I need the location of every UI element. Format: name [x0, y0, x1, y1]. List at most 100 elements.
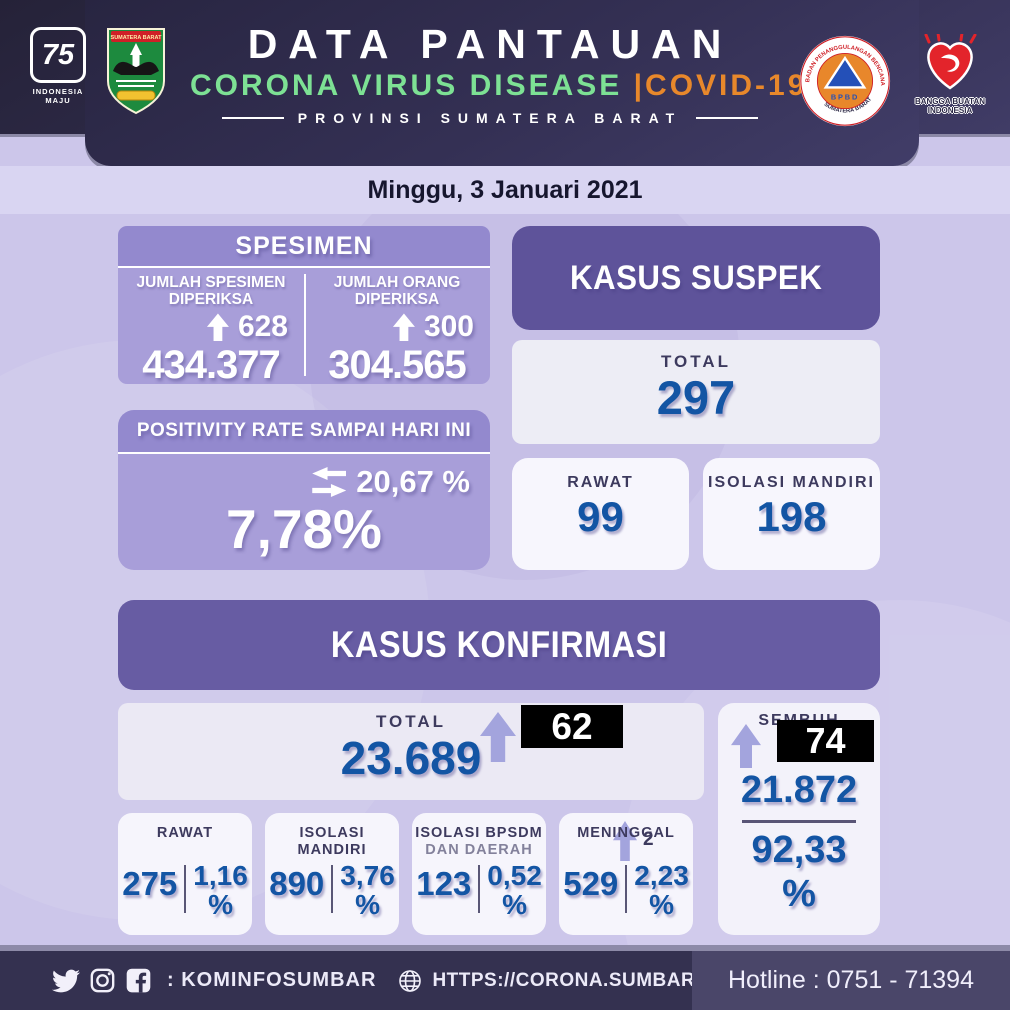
card-value: 123	[416, 865, 472, 902]
konfirmasi-delta-badge: 62	[521, 705, 623, 748]
sembuh-delta-badge: 74	[777, 720, 874, 762]
date-text: Minggu, 3 Januari 2021	[367, 175, 643, 204]
up-arrow-icon	[731, 724, 761, 768]
suspek-isolasi-value: 198	[756, 493, 827, 540]
kasus-suspek-header: KASUS SUSPEK	[512, 226, 880, 330]
card-value: 275	[122, 865, 178, 902]
card-percent-sign: %	[502, 889, 527, 921]
logo-75-caption-2: MAJU	[45, 96, 71, 105]
suspek-rawat-label: RAWAT	[567, 474, 634, 491]
bbi-line1: BANGGA BUATAN	[914, 97, 986, 106]
bpbd-acronym: BPBD	[831, 92, 859, 101]
konfirmasi-total-card: TOTAL 23.689 62	[118, 703, 704, 800]
positivity-title: POSITIVITY RATE SAMPAI HARI INI	[118, 410, 490, 454]
card-label: RAWAT	[156, 825, 214, 841]
spesimen-left-label-1: JUMLAH SPESIMEN	[136, 274, 286, 291]
card-label-2: DAN DAERAH	[425, 841, 533, 858]
twitter-icon[interactable]	[52, 967, 80, 995]
footer-shadow-line	[0, 945, 1010, 951]
suspek-total-label: TOTAL	[660, 352, 732, 371]
sembuh-card: SEMBUH 74 21.872 92,33 %	[718, 703, 880, 935]
date-banner: Minggu, 3 Januari 2021	[0, 166, 1010, 214]
kasus-konfirmasi-header: KASUS KONFIRMASI	[118, 600, 880, 690]
sumatera-barat-crest-icon: SUMATERA BARAT	[107, 28, 165, 115]
divider-line	[742, 820, 856, 823]
card-percent-sign: %	[355, 889, 380, 921]
konfirmasi-total-value: 23.689	[340, 732, 482, 784]
card-percent: 3,76	[340, 860, 395, 891]
positivity-delta: 20,67 %	[356, 464, 470, 499]
konfirmasi-rawat-card: RAWAT 275 1,16 %	[118, 813, 252, 935]
value-divider	[331, 865, 334, 913]
konfirmasi-meninggal-card: 2 MENINGGAL 529 2,23 %	[559, 813, 693, 935]
suspek-total-card: TOTAL 297	[512, 340, 880, 444]
card-label: MENINGGAL	[577, 825, 675, 841]
card-percent: 1,16	[193, 860, 248, 891]
page-title: DATA PANTAUAN	[247, 21, 733, 67]
sembuh-percent-sign: %	[782, 872, 816, 915]
meninggal-delta: 2	[643, 829, 654, 850]
spesimen-left-label-2: DIPERIKSA	[168, 290, 254, 308]
up-arrow-icon	[392, 313, 415, 342]
konfirmasi-isolasi-mandiri-card: ISOLASI MANDIRI 890 3,76 %	[265, 813, 399, 935]
kasus-konfirmasi-title: KASUS KONFIRMASI	[330, 624, 668, 665]
column-divider	[304, 274, 306, 376]
value-divider	[478, 865, 481, 913]
logo-75-number: 75	[41, 38, 75, 71]
decorative-line	[221, 117, 284, 119]
subtitle-disease: CORONA VIRUS DISEASE	[190, 69, 623, 102]
up-arrow-icon	[206, 313, 229, 342]
spesimen-right-total: 304.565	[328, 343, 467, 384]
card-label: ISOLASI BPSDM	[415, 825, 543, 841]
spesimen-right-delta: 300	[423, 310, 474, 344]
positivity-rate-card: POSITIVITY RATE SAMPAI HARI INI 20,67 % …	[118, 410, 490, 570]
kasus-suspek-title: KASUS SUSPEK	[569, 258, 823, 297]
instagram-icon[interactable]	[89, 967, 116, 994]
globe-icon	[399, 969, 422, 992]
hotline-panel: Hotline : 0751 - 71394	[692, 951, 1010, 1010]
province-label: PROVINSI SUMATERA BARAT	[297, 110, 683, 126]
card-percent-sign: %	[649, 889, 674, 921]
card-value: 529	[563, 865, 619, 902]
spesimen-title: SPESIMEN	[118, 226, 490, 268]
hotline-text: Hotline : 0751 - 71394	[727, 966, 974, 994]
konfirmasi-total-label: TOTAL	[375, 712, 447, 731]
suspek-isolasi-label: ISOLASI MANDIRI	[708, 474, 875, 491]
konfirmasi-isolasi-bpsdm-card: ISOLASI BPSDM DAN DAERAH 123 0,52 %	[412, 813, 546, 935]
card-percent: 0,52	[487, 860, 542, 891]
card-percent-sign: %	[208, 889, 233, 921]
suspek-rawat-value: 99	[577, 493, 624, 540]
spesimen-right-label-1: JUMLAH ORANG	[333, 274, 461, 291]
header-panel	[85, 0, 919, 166]
spesimen-card: SPESIMEN JUMLAH SPESIMEN DIPERIKSA 628 4…	[118, 226, 490, 384]
facebook-icon[interactable]	[125, 967, 152, 994]
bbi-line2: INDONESIA	[927, 106, 973, 116]
spesimen-left-total: 434.377	[142, 343, 281, 384]
suspek-rawat-card: RAWAT 99	[512, 458, 689, 570]
value-divider	[625, 865, 628, 913]
header-title-block: DATA PANTAUAN CORONA VIRUS DISEASE |COVI…	[190, 21, 804, 127]
sembuh-percent: 92,33	[751, 829, 847, 871]
decorative-line	[696, 117, 759, 119]
subtitle-divider: |	[633, 69, 646, 102]
orang-diperiksa-column: JUMLAH ORANG DIPERIKSA 300 304.565	[304, 268, 490, 384]
suspek-isolasi-card: ISOLASI MANDIRI 198	[703, 458, 880, 570]
spesimen-right-label-2: DIPERIKSA	[354, 290, 440, 308]
spesimen-diperiksa-column: JUMLAH SPESIMEN DIPERIKSA 628 434.377	[118, 268, 304, 384]
sembuh-value: 21.872	[740, 769, 858, 811]
social-handle: : KOMINFOSUMBAR	[167, 969, 377, 991]
bbi-heart-icon	[924, 31, 977, 90]
suspek-total-value: 297	[656, 371, 736, 424]
indonesia-maju-logo: 75 INDONESIA MAJU	[28, 27, 88, 105]
card-percent: 2,23	[634, 860, 689, 891]
bangga-buatan-indonesia-logo: BANGGA BUATAN INDONESIA	[912, 31, 988, 116]
logo-75-caption-1: INDONESIA	[32, 87, 84, 96]
spesimen-left-delta: 628	[237, 310, 288, 344]
left-right-arrows-icon	[312, 467, 347, 497]
bpbd-logo: BADAN PENANGGULANGAN BENCANA DAERAH SUMA…	[799, 35, 891, 127]
value-divider	[184, 865, 187, 913]
subtitle-covid: COVID-19	[645, 69, 808, 102]
indonesia-maju-75-mark: 75	[30, 27, 86, 83]
card-label: ISOLASI MANDIRI	[297, 825, 367, 858]
